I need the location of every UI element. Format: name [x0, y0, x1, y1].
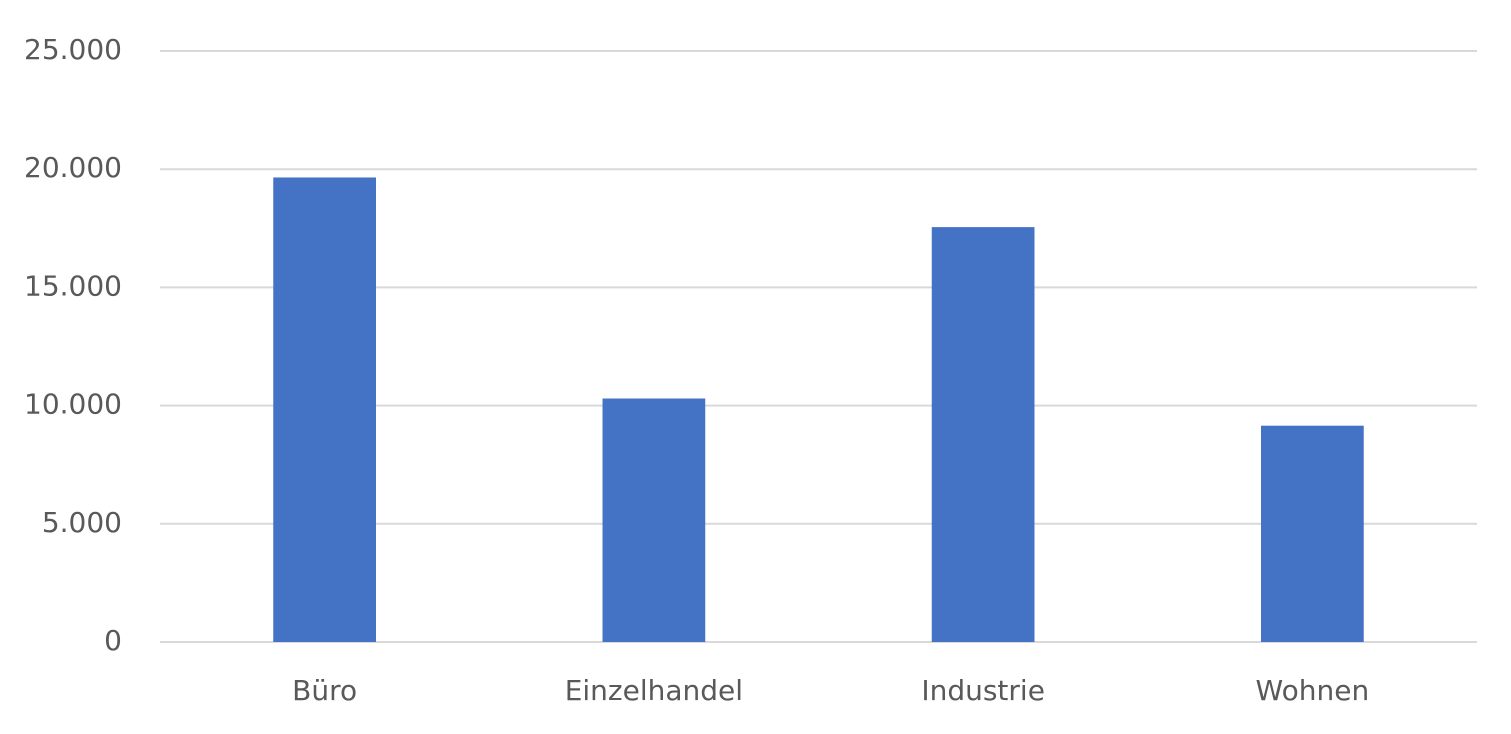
bar — [931, 227, 1035, 643]
x-tick-label: Wohnen — [1256, 674, 1370, 707]
y-tick-label: 0 — [104, 624, 122, 657]
y-tick-label: 10.000 — [24, 388, 122, 421]
y-tick-label: 20.000 — [24, 151, 122, 184]
bar — [602, 398, 706, 642]
x-tick-label: Büro — [292, 674, 357, 707]
y-tick-label: 15.000 — [24, 269, 122, 302]
y-tick-label: 5.000 — [42, 506, 122, 539]
y-tick-label: 25.000 — [24, 33, 122, 66]
bar — [1261, 425, 1364, 642]
bar — [273, 177, 376, 642]
x-tick-label: Einzelhandel — [565, 674, 743, 707]
x-tick-label: Industrie — [921, 674, 1045, 707]
